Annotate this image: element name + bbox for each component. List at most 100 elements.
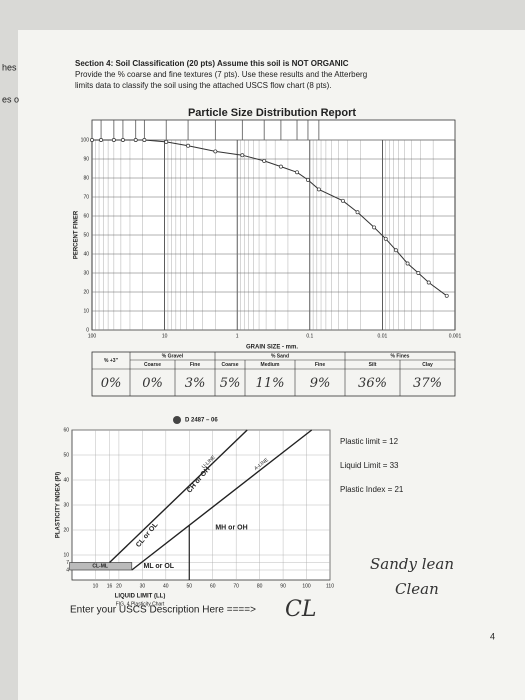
y-tick-label: 7 <box>66 560 69 566</box>
table-column-header: Fine <box>190 362 200 368</box>
handwritten-value: 5% <box>220 376 241 391</box>
x-tick-label: 0.001 <box>449 333 462 339</box>
handwritten-value: 9% <box>310 376 331 391</box>
x-tick-label: 0.1 <box>306 333 313 339</box>
table-group-header: % Fines <box>391 353 410 359</box>
y-tick-label: 50 <box>63 452 69 458</box>
x-tick-label: 1 <box>236 333 239 339</box>
table-header: % +3" <box>104 358 119 364</box>
data-point <box>340 198 345 203</box>
y-tick-label: 90 <box>83 156 89 162</box>
y-tick-label: 40 <box>63 477 69 483</box>
x-tick-label: 60 <box>210 583 216 589</box>
y-tick-label: 4 <box>66 567 69 573</box>
atterberg-line: Liquid Limit = 33 <box>340 461 399 470</box>
y-tick-label: 50 <box>83 232 89 238</box>
data-point <box>306 177 310 182</box>
handwritten-value: 3% <box>185 376 206 391</box>
handwritten-value: 0% <box>142 376 163 391</box>
y-tick-label: 100 <box>81 137 90 143</box>
data-point <box>383 236 388 241</box>
answer-prompt: Enter your USCS Description Here ====> <box>70 605 256 616</box>
handwritten-value: 11% <box>256 376 285 391</box>
y-tick-label: 70 <box>83 194 89 200</box>
chart-title: D 2487 – 06 <box>185 418 218 424</box>
y-axis-label: PERCENT FINER <box>74 210 80 259</box>
astm-logo <box>173 416 181 424</box>
data-point <box>372 225 377 230</box>
table-group-header: % Gravel <box>162 353 184 359</box>
y-tick-label: 20 <box>83 289 89 295</box>
margin-fragment: hes <box>2 62 17 72</box>
data-point <box>416 271 421 275</box>
x-tick-label: 10 <box>93 583 99 589</box>
x-tick-label: 16 <box>107 583 113 589</box>
zone-label: CL-ML <box>92 564 108 570</box>
x-tick-label: 30 <box>140 583 146 589</box>
table-column-header: Coarse <box>222 362 239 368</box>
data-point <box>278 164 283 169</box>
instruction-line: limits data to classify the soil using t… <box>75 81 332 90</box>
data-point <box>316 187 321 192</box>
data-point <box>262 158 267 163</box>
data-point <box>142 138 147 142</box>
x-tick-label: 70 <box>233 583 239 589</box>
table-column-header: Fine <box>315 362 325 368</box>
y-axis-label: PLASTICITY INDEX (PI) <box>56 472 62 538</box>
data-point <box>99 138 104 142</box>
x-tick-label: 10 <box>162 333 168 339</box>
table-column-header: Medium <box>261 362 280 368</box>
x-tick-label: 80 <box>257 583 263 589</box>
data-point <box>164 139 169 144</box>
data-point <box>405 261 410 266</box>
data-point <box>355 210 360 215</box>
plot-area <box>91 119 456 331</box>
zone-label: MH or OH <box>215 524 247 531</box>
handwritten-note: Clean <box>395 580 439 598</box>
data-point <box>444 293 449 298</box>
handwritten-answer: CL <box>285 597 316 622</box>
data-point <box>240 153 245 158</box>
y-tick-label: 40 <box>83 251 89 257</box>
data-point <box>295 170 299 175</box>
classification-line <box>109 429 248 564</box>
y-tick-label: 80 <box>83 175 89 181</box>
table-frame <box>91 351 456 397</box>
table-column-header: Silt <box>369 362 377 368</box>
y-tick-label: 60 <box>63 427 69 433</box>
data-point <box>120 138 125 142</box>
y-tick-label: 20 <box>63 527 69 533</box>
x-tick-label: 0.01 <box>378 333 388 339</box>
x-tick-label: 110 <box>326 583 334 589</box>
y-tick-label: 10 <box>63 552 69 558</box>
data-point <box>111 138 116 142</box>
classification-line <box>131 429 313 571</box>
instruction-line: Section 4: Soil Classification (20 pts) … <box>75 59 349 68</box>
x-axis-label: LIQUID LIMIT (LL) <box>115 594 166 600</box>
x-tick-label: 40 <box>163 583 169 589</box>
zone-label: ML or OL <box>143 563 174 570</box>
handwritten-value: 36% <box>358 376 387 391</box>
table-column-header: Clay <box>422 362 433 368</box>
x-tick-label: 100 <box>302 583 311 589</box>
x-tick-label: 50 <box>186 583 192 589</box>
handwritten-value: 0% <box>101 376 122 391</box>
y-tick-label: 60 <box>83 213 89 219</box>
handwritten-value: 37% <box>413 376 442 391</box>
atterberg-line: Plastic limit = 12 <box>340 437 399 446</box>
data-point <box>394 248 398 253</box>
margin-fragment: es o <box>2 94 19 104</box>
table-column-header: Coarse <box>144 362 161 368</box>
data-point <box>90 138 94 142</box>
data-point <box>133 138 138 142</box>
figure-caption: FIG. 4 Plasticity Chart <box>116 601 165 607</box>
x-tick-label: 90 <box>280 583 286 589</box>
data-point <box>186 143 191 148</box>
y-tick-label: 30 <box>83 270 89 276</box>
handwritten-note: Sandy lean <box>370 555 454 573</box>
cl-ml-band <box>69 562 133 571</box>
atterberg-line: Plastic Index = 21 <box>340 485 404 494</box>
instruction-line: Provide the % coarse and fine textures (… <box>75 70 367 79</box>
